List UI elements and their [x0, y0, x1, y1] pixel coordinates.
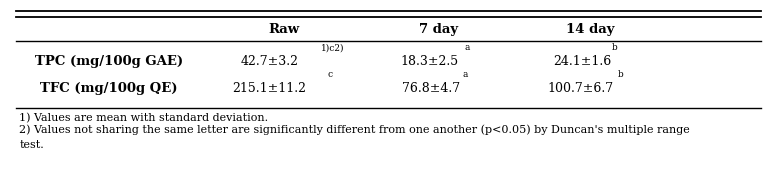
Text: 42.7±3.2: 42.7±3.2 [241, 55, 298, 68]
Text: 14 day: 14 day [566, 23, 615, 35]
Text: c: c [328, 70, 333, 79]
Text: a: a [462, 70, 468, 79]
Text: 76.8±4.7: 76.8±4.7 [402, 82, 460, 95]
Text: 215.1±11.2: 215.1±11.2 [232, 82, 307, 95]
Text: a: a [465, 43, 470, 52]
Text: 24.1±1.6: 24.1±1.6 [554, 55, 611, 68]
Text: 1)c2): 1)c2) [321, 43, 344, 52]
Text: 18.3±2.5: 18.3±2.5 [401, 55, 458, 68]
Text: TPC (mg/100g GAE): TPC (mg/100g GAE) [35, 55, 183, 68]
Text: b: b [612, 43, 618, 52]
Text: 1) Values are mean with standard deviation.: 1) Values are mean with standard deviati… [19, 113, 269, 124]
Text: Raw: Raw [268, 23, 299, 35]
Text: b: b [618, 70, 623, 79]
Text: test.: test. [19, 140, 44, 150]
Text: 2) Values not sharing the same letter are significantly different from one anoth: 2) Values not sharing the same letter ar… [19, 124, 690, 135]
Text: 7 day: 7 day [420, 23, 458, 35]
Text: TFC (mg/100g QE): TFC (mg/100g QE) [40, 82, 177, 95]
Text: 100.7±6.7: 100.7±6.7 [547, 82, 614, 95]
